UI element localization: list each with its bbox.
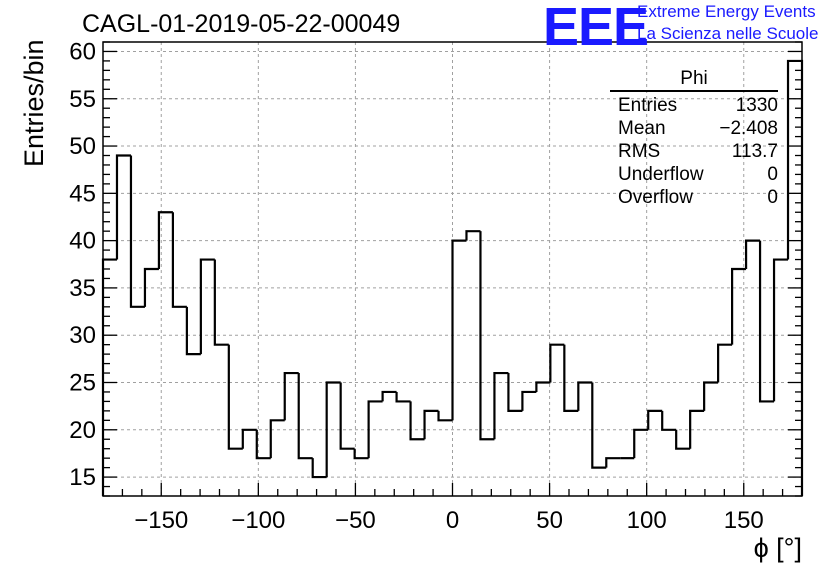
stats-row-entries: Entries 1330 — [610, 94, 778, 117]
histogram-bin — [129, 155, 145, 308]
stats-label: Mean — [618, 118, 666, 139]
histogram-bin — [143, 267, 159, 307]
histogram-bin — [423, 409, 439, 440]
histogram-bin — [717, 343, 733, 383]
histogram-bin — [241, 428, 257, 449]
histogram-bin — [577, 381, 593, 411]
y-tick-label: 45 — [69, 180, 96, 207]
stats-label: Underflow — [618, 164, 704, 185]
y-tick-label: 40 — [69, 228, 96, 255]
histogram-bin — [772, 258, 789, 402]
stats-label: RMS — [618, 141, 661, 162]
histogram-bin — [549, 343, 565, 383]
x-tick-label: 100 — [627, 507, 667, 534]
stats-value: 0 — [767, 187, 778, 208]
logo-text-line2: La Scienza nelle Scuole — [637, 24, 819, 43]
histogram-bin — [493, 371, 509, 440]
axis-ticks — [102, 41, 803, 497]
histogram-bin — [689, 409, 705, 449]
y-tick-label: 35 — [69, 275, 96, 302]
histogram-bin — [185, 306, 201, 356]
histogram-bin — [451, 239, 467, 421]
stats-row-mean: Mean −2.408 — [610, 117, 778, 140]
histogram-bin — [381, 390, 397, 402]
stats-row-underflow: Underflow 0 — [610, 163, 778, 186]
stats-title: Phi — [680, 68, 708, 89]
tick-labels: −150 −100 −50 0 50 100 150 15 20 25 30 35 40 45 50 55 60 — [69, 38, 763, 534]
x-tick-label: 150 — [724, 507, 764, 534]
x-tick-label: −150 — [134, 507, 188, 534]
histogram-bin — [479, 231, 495, 441]
histogram-bin — [675, 429, 691, 450]
stats-label: Entries — [618, 95, 678, 116]
histogram-bin — [115, 154, 131, 260]
stats-row-rms: RMS 113.7 — [610, 140, 778, 163]
histogram-bin — [367, 400, 383, 459]
histogram-bin — [171, 212, 187, 308]
histogram-bin — [339, 382, 355, 450]
logo-text-line1: Extreme Energy Events — [637, 2, 816, 21]
x-tick-label: −100 — [231, 507, 285, 534]
histogram-bin — [353, 448, 369, 460]
y-tick-label: 15 — [69, 464, 96, 491]
histogram-bin — [465, 230, 481, 241]
y-axis-label: Entries/bin — [19, 39, 49, 167]
y-tick-label: 55 — [69, 86, 96, 113]
histogram-bin — [269, 419, 285, 459]
histogram-bin — [297, 373, 313, 460]
histogram-bin — [661, 410, 677, 431]
histogram-bin — [703, 381, 719, 411]
histogram-bin — [325, 381, 341, 478]
eee-logo: EEE — [543, 0, 649, 57]
y-tick-label: 60 — [69, 38, 96, 65]
y-tick-label: 50 — [69, 133, 96, 160]
stats-value: −2.408 — [719, 118, 778, 139]
histogram-bin — [157, 211, 173, 269]
histogram-bin — [633, 428, 649, 459]
stats-value: 0 — [767, 164, 778, 185]
histogram-bin — [744, 239, 761, 269]
stats-divider — [610, 90, 778, 92]
x-axis-label: ϕ [°] — [753, 533, 802, 563]
stats-label: Overflow — [618, 187, 693, 208]
histogram-bin — [409, 401, 425, 441]
x-tick-label: 0 — [446, 507, 459, 534]
histogram-bin — [395, 391, 411, 403]
histogram-bin — [227, 344, 243, 450]
stats-box: Phi Entries 1330 Mean −2.408 RMS 113.7 U… — [610, 68, 778, 209]
y-tick-label: 25 — [69, 370, 96, 397]
stats-value: 1330 — [735, 95, 778, 116]
histogram-bin — [647, 409, 663, 430]
histogram-bin — [199, 258, 215, 355]
histogram-bin — [507, 373, 523, 412]
chart-title: CAGL-01-2019-05-22-00049 — [82, 10, 401, 38]
histogram-bin — [255, 429, 271, 460]
histogram-bin — [758, 240, 775, 403]
stats-row-overflow: Overflow 0 — [610, 186, 778, 209]
histogram-bin — [213, 259, 229, 346]
histogram-bin — [605, 457, 621, 468]
histogram-bin — [731, 267, 747, 345]
histogram-bin — [311, 458, 327, 479]
histogram-bin — [283, 371, 299, 421]
histogram-bin — [535, 381, 551, 392]
x-tick-label: −50 — [335, 507, 376, 534]
y-tick-label: 30 — [69, 322, 96, 349]
histogram-bin — [437, 410, 453, 422]
histogram-bin — [101, 258, 117, 496]
histogram-bin — [521, 390, 537, 411]
histogram-bin — [591, 382, 607, 469]
histogram-bin — [563, 344, 579, 412]
stats-value: 113.7 — [731, 141, 778, 162]
x-tick-label: 50 — [536, 507, 563, 534]
y-tick-label: 20 — [69, 417, 96, 444]
